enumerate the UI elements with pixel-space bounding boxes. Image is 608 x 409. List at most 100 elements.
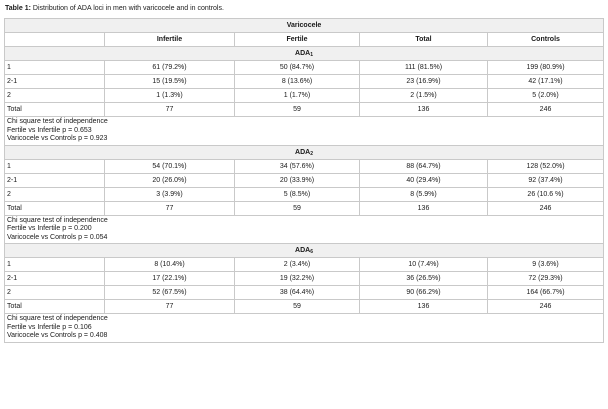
- table-row: 2-1 20 (26.0%) 20 (33.9%) 40 (29.4%) 92 (37.…: [4, 172, 605, 188]
- table-cell: 128 (52.0%): [486, 158, 605, 174]
- table-cell: 1 (1.3%): [104, 88, 235, 103]
- table-caption: Table 1: Distribution of ADA loci in men…: [5, 4, 604, 14]
- table-cell: 26 (10.6 %): [486, 186, 605, 202]
- row-label: 2: [4, 186, 105, 202]
- table-cell: 15 (19.5%): [104, 74, 235, 89]
- table-cell: 88 (64.7%): [359, 158, 488, 174]
- caption-label: Table 1:: [5, 5, 31, 12]
- table-cell: 2 (3.4%): [234, 257, 360, 272]
- table-body: Varicocele Infertile Fertile Total Contr…: [3, 18, 605, 343]
- table-cell: 2 (1.5%): [359, 88, 488, 103]
- table-cell: 8 (5.9%): [359, 186, 488, 202]
- table-row: 2 52 (67.5%) 38 (64.4%) 90 (66.2%) 164 (66.7…: [4, 285, 605, 300]
- table-cell: 36 (26.5%): [359, 271, 488, 286]
- column-header-total: Total: [359, 32, 488, 47]
- row-label: 2-1: [4, 172, 105, 188]
- statistics-note-line: Fertile vs Infertile p = 0.653: [7, 126, 92, 134]
- table-cell: 90 (66.2%): [359, 285, 488, 300]
- statistics-note-row: Chi square test of independence Fertile v…: [3, 116, 605, 146]
- section-title-main: ADA: [295, 148, 311, 156]
- table-cell: 77: [104, 299, 235, 314]
- table-cell: 52 (67.5%): [104, 285, 235, 300]
- ada-distribution-table: Varicocele Infertile Fertile Total Contr…: [3, 18, 605, 343]
- row-label: Total: [4, 200, 105, 216]
- table-cell: 72 (29.3%): [486, 271, 605, 286]
- table-cell: 38 (64.4%): [234, 285, 360, 300]
- table-row: Total 77 59 136 246: [4, 299, 605, 314]
- table-cell: 34 (57.6%): [234, 158, 360, 174]
- table-cell: 111 (81.5%): [359, 60, 488, 75]
- statistics-note-line: Chi square test of independence: [7, 118, 108, 125]
- row-label: 2: [4, 285, 105, 300]
- table-cell: 54 (70.1%): [104, 158, 235, 174]
- row-label: 2-1: [4, 74, 105, 89]
- column-header-controls: Controls: [486, 32, 605, 47]
- statistics-note-line: Fertile vs Infertile p = 0.200: [7, 225, 92, 232]
- table-row: 2-1 17 (22.1%) 19 (32.2%) 36 (26.5%) 72 (29.…: [4, 271, 605, 286]
- row-label: 1: [4, 158, 105, 174]
- section-title-subscript: 1: [310, 52, 313, 58]
- row-label: 2-1: [4, 271, 105, 286]
- table-row: 1 61 (79.2%) 50 (84.7%) 111 (81.5%) 199 (80.…: [4, 60, 605, 75]
- table-cell: 19 (32.2%): [234, 271, 360, 286]
- row-label: 2: [4, 88, 105, 103]
- table-cell: 77: [104, 200, 235, 216]
- statistics-note-line: Varicocele vs Controls p = 0.923: [7, 135, 108, 142]
- section-title: ADA1: [3, 46, 605, 61]
- table-cell: 199 (80.9%): [486, 60, 605, 75]
- section-title-row: ADA6: [3, 243, 605, 258]
- section-title-main: ADA: [295, 247, 311, 254]
- group-header-row: Varicocele: [3, 18, 605, 33]
- row-label: 1: [4, 257, 105, 272]
- table-cell: 5 (2.0%): [486, 88, 605, 103]
- statistics-note-line: Varicocele vs Controls p = 0.054: [7, 233, 108, 241]
- table-cell: 136: [359, 200, 488, 216]
- table-cell: 77: [104, 102, 235, 117]
- table-cell: 20 (33.9%): [234, 172, 360, 188]
- section-title-main: ADA: [295, 50, 311, 57]
- statistics-note: Chi square test of independence Fertile v…: [3, 313, 605, 343]
- statistics-note-line: Chi square test of independence: [7, 315, 108, 322]
- table-cell: 61 (79.2%): [104, 60, 235, 75]
- table-cell: 246: [486, 102, 605, 117]
- table-cell: 59: [234, 102, 360, 117]
- table-cell: 1 (1.7%): [234, 88, 360, 103]
- table-cell: 50 (84.7%): [234, 60, 360, 75]
- statistics-note-line: Varicocele vs Controls p = 0.408: [7, 332, 108, 339]
- section-title-subscript: 6: [310, 249, 313, 255]
- statistics-note: Chi square test of independence Fertile v…: [3, 116, 605, 146]
- group-header-varicocele: Varicocele: [3, 18, 605, 33]
- row-label: Total: [4, 102, 105, 117]
- table-cell: 8 (13.6%): [234, 74, 360, 89]
- section-title-row: ADA2: [3, 144, 605, 160]
- statistics-note: Chi square test of independence Fertile v…: [3, 214, 605, 244]
- table-cell: 3 (3.9%): [104, 186, 235, 202]
- section-title-row: ADA1: [3, 46, 605, 61]
- table-cell: 92 (37.4%): [486, 172, 605, 188]
- column-header-fertile: Fertile: [234, 32, 360, 47]
- row-label: Total: [4, 299, 105, 314]
- statistics-note-line: Chi square test of independence: [7, 216, 108, 224]
- table-cell: 246: [486, 200, 605, 216]
- table-cell: 10 (7.4%): [359, 257, 488, 272]
- table-row: 2-1 15 (19.5%) 8 (13.6%) 23 (16.9%) 42 (17.1…: [4, 74, 605, 89]
- caption-text: Distribution of ADA loci in men with var…: [30, 5, 224, 12]
- table-cell: 23 (16.9%): [359, 74, 488, 89]
- section-title: ADA2: [3, 144, 605, 160]
- table-cell: 246: [486, 299, 605, 314]
- table-cell: 20 (26.0%): [104, 172, 235, 188]
- table-cell: 8 (10.4%): [104, 257, 235, 272]
- table-cell: 59: [234, 200, 360, 216]
- column-header-row: Infertile Fertile Total Controls: [4, 32, 605, 47]
- table-cell: 5 (8.5%): [234, 186, 360, 202]
- table-cell: 59: [234, 299, 360, 314]
- table-cell: 17 (22.1%): [104, 271, 235, 286]
- table-cell: 136: [359, 299, 488, 314]
- table-row: Total 77 59 136 246: [4, 200, 605, 216]
- table-cell: 42 (17.1%): [486, 74, 605, 89]
- table-row: Total 77 59 136 246: [4, 102, 605, 117]
- statistics-note-row: Chi square test of independence Fertile v…: [3, 313, 605, 343]
